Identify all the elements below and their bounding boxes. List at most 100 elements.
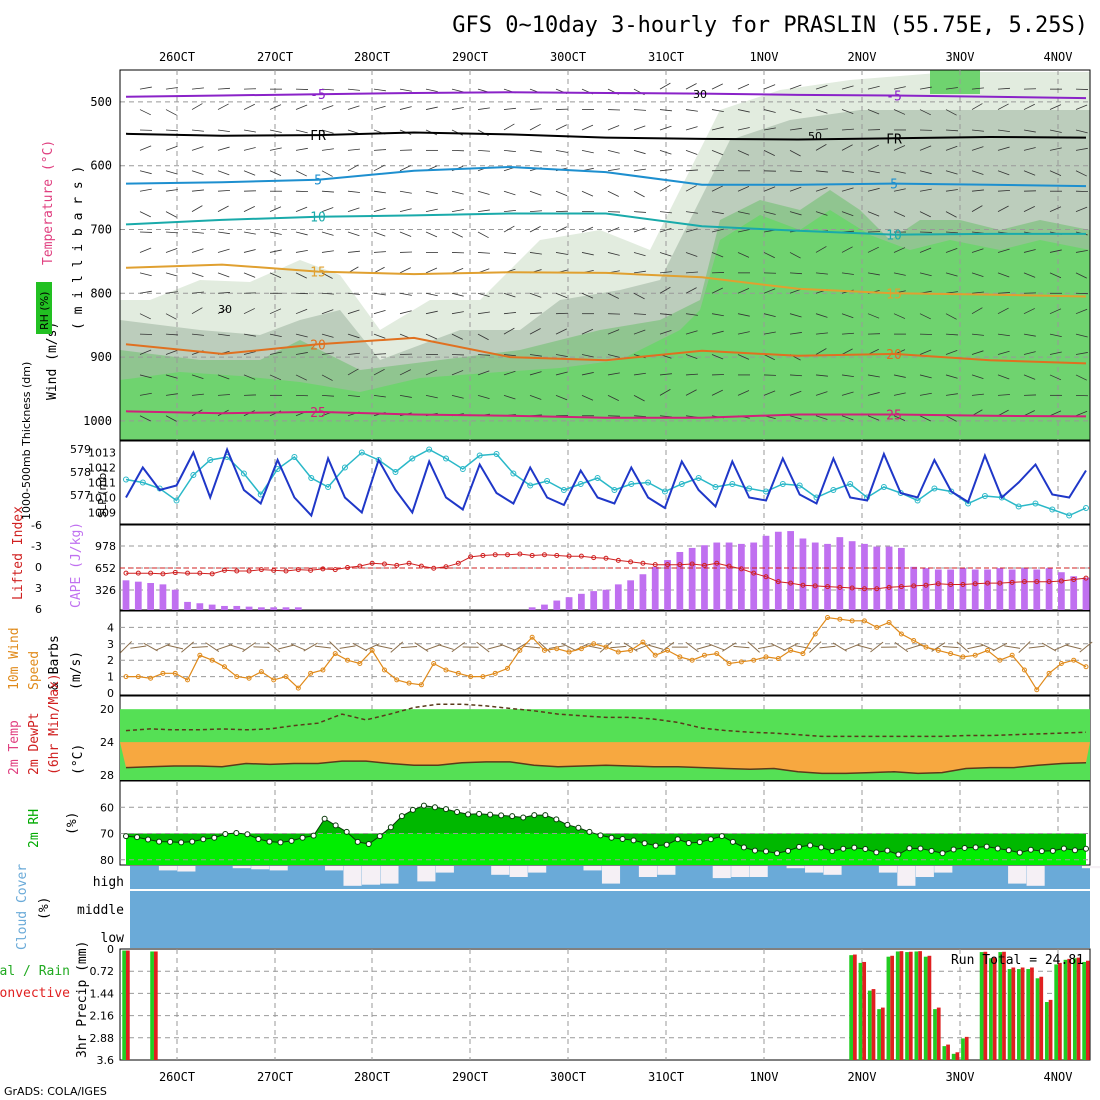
wind-barb bbox=[815, 415, 828, 420]
precip-total-bar bbox=[914, 951, 919, 1060]
wind-barb bbox=[633, 227, 646, 233]
wind-barb bbox=[997, 350, 1010, 355]
surface-wind-barb bbox=[870, 641, 884, 653]
lifted-index-point bbox=[320, 566, 326, 572]
rh-point bbox=[1049, 847, 1056, 854]
lifted-index-point bbox=[135, 570, 141, 576]
thickness-point bbox=[611, 487, 618, 493]
cloud-gap bbox=[509, 866, 528, 877]
surface-wind-barb bbox=[229, 644, 245, 651]
cape-bar bbox=[221, 605, 228, 610]
thickness-point bbox=[712, 484, 719, 490]
thickness-point bbox=[291, 454, 298, 460]
wind-barb bbox=[347, 88, 360, 91]
lifted-index-point bbox=[185, 570, 191, 576]
lifted-index-point bbox=[886, 584, 892, 590]
rh-area-upper bbox=[126, 805, 1086, 855]
lifted-index-point bbox=[812, 583, 818, 589]
lifted-tick-label: -6 bbox=[31, 519, 42, 532]
wind-barb bbox=[425, 231, 438, 238]
wind-tick-label: 0 bbox=[107, 687, 114, 700]
lifted-index-point bbox=[800, 582, 806, 588]
surface-wind-barb bbox=[794, 645, 811, 649]
lifted-index-point bbox=[258, 567, 264, 573]
wind-barb bbox=[1023, 308, 1035, 315]
wind-barb bbox=[217, 374, 230, 380]
rh-point bbox=[1071, 847, 1078, 854]
wind-barb bbox=[867, 85, 880, 90]
lifted-index-point bbox=[468, 554, 474, 560]
wind-barb bbox=[555, 190, 568, 197]
wind-barb bbox=[841, 170, 854, 173]
wind-barb bbox=[269, 333, 282, 337]
ylabel-rh: RH (%) bbox=[38, 292, 51, 330]
wind-barb bbox=[815, 85, 828, 90]
wind-barb bbox=[581, 149, 594, 154]
upper-air-frame bbox=[119, 69, 1091, 441]
cape-bar bbox=[1033, 569, 1041, 610]
wind-barb bbox=[399, 190, 412, 194]
pressure-tick-label: 700 bbox=[90, 222, 112, 236]
rh-point bbox=[807, 842, 814, 849]
wind-barb bbox=[919, 313, 931, 320]
wind-barb bbox=[243, 308, 255, 315]
precip-total-bar bbox=[1063, 959, 1068, 1060]
rh-point bbox=[619, 836, 626, 843]
wind-barb bbox=[503, 123, 515, 131]
cape-bar bbox=[898, 547, 905, 610]
surface-wind-barb bbox=[253, 646, 270, 648]
surface-wind-barb bbox=[709, 643, 725, 651]
lifted-index-line bbox=[126, 553, 1087, 590]
wind-barb bbox=[399, 310, 412, 315]
precip-tick-label: 2.16 bbox=[90, 1010, 115, 1023]
lifted-index-point bbox=[714, 560, 720, 566]
rh-point bbox=[983, 843, 990, 850]
wind-barb bbox=[399, 208, 412, 213]
lifted-index-point bbox=[308, 567, 314, 573]
wind-barb bbox=[503, 327, 515, 335]
run-total-label: Run Total = 24.81 bbox=[951, 953, 1084, 968]
wind-barb bbox=[685, 150, 698, 155]
wind-barb bbox=[243, 206, 255, 212]
wind-barb bbox=[633, 149, 646, 155]
wind-barb bbox=[347, 190, 360, 193]
cloud-gap bbox=[177, 866, 196, 872]
wind-barb bbox=[503, 394, 516, 400]
wind-barb bbox=[555, 371, 568, 376]
wind-barb bbox=[503, 190, 516, 196]
cape-bar bbox=[208, 604, 216, 610]
lifted-index-point bbox=[529, 552, 535, 558]
wind-barb bbox=[373, 309, 386, 315]
cloud-gap bbox=[158, 866, 177, 871]
wind-barb bbox=[763, 313, 776, 317]
wind-barb bbox=[139, 211, 151, 218]
x-tick-label-top: 1NOV bbox=[750, 50, 779, 64]
rh-point bbox=[1083, 845, 1089, 852]
wind-barb bbox=[373, 105, 386, 110]
precip-total-bar bbox=[1035, 978, 1040, 1060]
wind-barb bbox=[295, 206, 308, 212]
precip-convective-bar bbox=[983, 951, 988, 1060]
wind-barb bbox=[295, 249, 308, 253]
wind-barb bbox=[373, 353, 386, 355]
cape-bar bbox=[713, 542, 721, 610]
surface-wind-barb bbox=[967, 644, 984, 650]
wind-barb bbox=[165, 313, 177, 320]
lifted-index-point bbox=[689, 561, 695, 567]
wind-barb bbox=[477, 252, 490, 254]
lifted-index-point bbox=[751, 570, 757, 576]
cloud-level-label: low bbox=[101, 931, 125, 946]
wind-barb bbox=[633, 292, 645, 300]
wind-barb bbox=[997, 146, 1010, 151]
lifted-index-point bbox=[1071, 577, 1077, 583]
wind-barb bbox=[971, 170, 984, 175]
wind-speed-line bbox=[126, 616, 1087, 691]
wind-speed-point bbox=[529, 634, 535, 640]
wind-tick-label: 3 bbox=[107, 638, 114, 651]
cape-bar bbox=[922, 568, 930, 610]
wind-barb bbox=[685, 373, 698, 376]
rh-point bbox=[763, 848, 769, 855]
thickness-point bbox=[594, 475, 601, 481]
surface-wind-barb bbox=[696, 644, 713, 650]
wind-barb bbox=[529, 123, 541, 131]
